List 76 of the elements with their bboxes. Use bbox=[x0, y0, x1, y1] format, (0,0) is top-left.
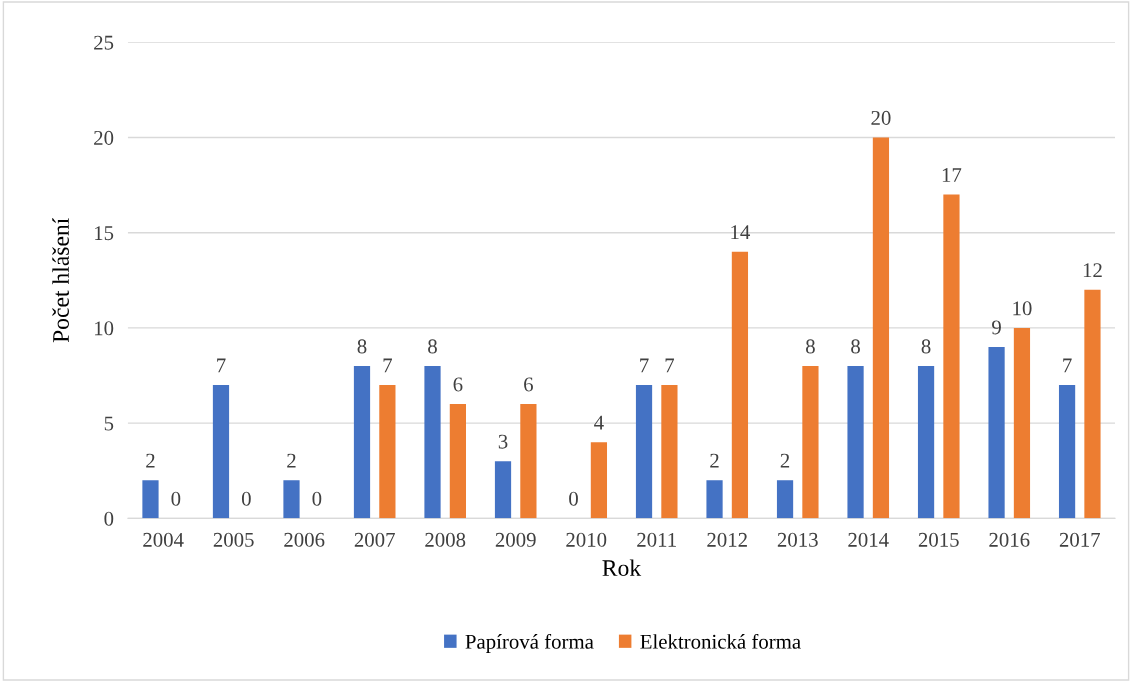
y-tick-label: 0 bbox=[104, 511, 114, 526]
bar bbox=[212, 385, 230, 519]
bar bbox=[494, 461, 512, 519]
bar bbox=[776, 480, 794, 519]
bar bbox=[590, 442, 608, 519]
data-label: 7 bbox=[665, 358, 675, 373]
x-tick-label: 2005 bbox=[213, 532, 254, 547]
data-label: 8 bbox=[428, 339, 437, 354]
bar bbox=[917, 365, 935, 519]
data-label: 0 bbox=[569, 491, 578, 506]
x-tick-label: 2011 bbox=[637, 532, 676, 547]
bar bbox=[283, 480, 300, 519]
x-tick-label: 2007 bbox=[354, 532, 395, 547]
y-tick-label: 10 bbox=[95, 321, 114, 336]
data-label: 8 bbox=[851, 339, 860, 354]
data-label: 2 bbox=[146, 453, 155, 468]
data-label: 6 bbox=[524, 377, 533, 392]
data-label: 2 bbox=[287, 453, 296, 468]
bar bbox=[449, 404, 466, 519]
data-label: 0 bbox=[241, 491, 251, 506]
legend-label: Elektronická forma bbox=[640, 633, 801, 649]
data-label: 8 bbox=[806, 339, 815, 354]
x-tick-label: 2006 bbox=[284, 532, 325, 547]
data-label: 0 bbox=[312, 491, 322, 506]
bar bbox=[802, 365, 819, 519]
x-tick-label: 2016 bbox=[989, 532, 1030, 547]
data-label: 7 bbox=[1063, 358, 1072, 373]
x-tick-label: 2015 bbox=[918, 532, 959, 547]
data-label: 7 bbox=[383, 358, 392, 373]
bar bbox=[353, 365, 371, 519]
x-tick-label: 2010 bbox=[566, 532, 607, 547]
y-axis-title: Počet hlášení bbox=[52, 217, 69, 343]
data-label: 10 bbox=[1013, 301, 1032, 316]
bar bbox=[731, 251, 749, 519]
bar bbox=[142, 480, 159, 519]
bar bbox=[706, 480, 723, 519]
bar bbox=[847, 365, 864, 519]
bar bbox=[943, 194, 960, 519]
bar bbox=[379, 385, 396, 519]
bar bbox=[661, 385, 678, 519]
data-label: 7 bbox=[217, 358, 226, 373]
bar bbox=[520, 404, 537, 519]
x-tick-label: 2008 bbox=[425, 532, 466, 547]
data-label: 17 bbox=[942, 168, 962, 182]
bar bbox=[1084, 289, 1101, 519]
data-label: 2 bbox=[780, 453, 790, 468]
bar bbox=[988, 346, 1005, 519]
data-label: 4 bbox=[594, 415, 604, 430]
data-label: 0 bbox=[171, 491, 181, 506]
data-label: 20 bbox=[871, 110, 891, 125]
data-label: 6 bbox=[453, 377, 463, 392]
data-label: 7 bbox=[640, 358, 649, 373]
bar bbox=[1013, 327, 1031, 519]
data-label: 9 bbox=[992, 320, 1001, 335]
y-tick-label: 20 bbox=[94, 130, 114, 145]
data-label: 8 bbox=[357, 339, 367, 354]
data-label: 12 bbox=[1083, 263, 1102, 278]
y-tick-label: 25 bbox=[94, 35, 114, 50]
y-tick-label: 5 bbox=[104, 416, 114, 431]
bar bbox=[1058, 385, 1076, 519]
bar bbox=[872, 137, 890, 519]
x-tick-label: 2014 bbox=[848, 532, 889, 547]
data-label: 8 bbox=[921, 339, 931, 354]
x-tick-label: 2009 bbox=[495, 532, 536, 547]
legend-label: Papírová forma bbox=[465, 633, 594, 654]
data-label: 2 bbox=[710, 453, 719, 468]
x-tick-label: 2013 bbox=[777, 532, 818, 547]
x-tick-label: 2017 bbox=[1059, 532, 1100, 547]
data-label: 14 bbox=[731, 225, 751, 239]
x-tick-label: 2004 bbox=[143, 532, 184, 547]
x-axis-title: Rok bbox=[602, 559, 642, 577]
bar bbox=[635, 385, 653, 519]
bar bbox=[424, 365, 441, 519]
data-label: 3 bbox=[498, 434, 508, 449]
y-tick-label: 15 bbox=[95, 226, 114, 241]
x-tick-label: 2012 bbox=[707, 532, 747, 547]
